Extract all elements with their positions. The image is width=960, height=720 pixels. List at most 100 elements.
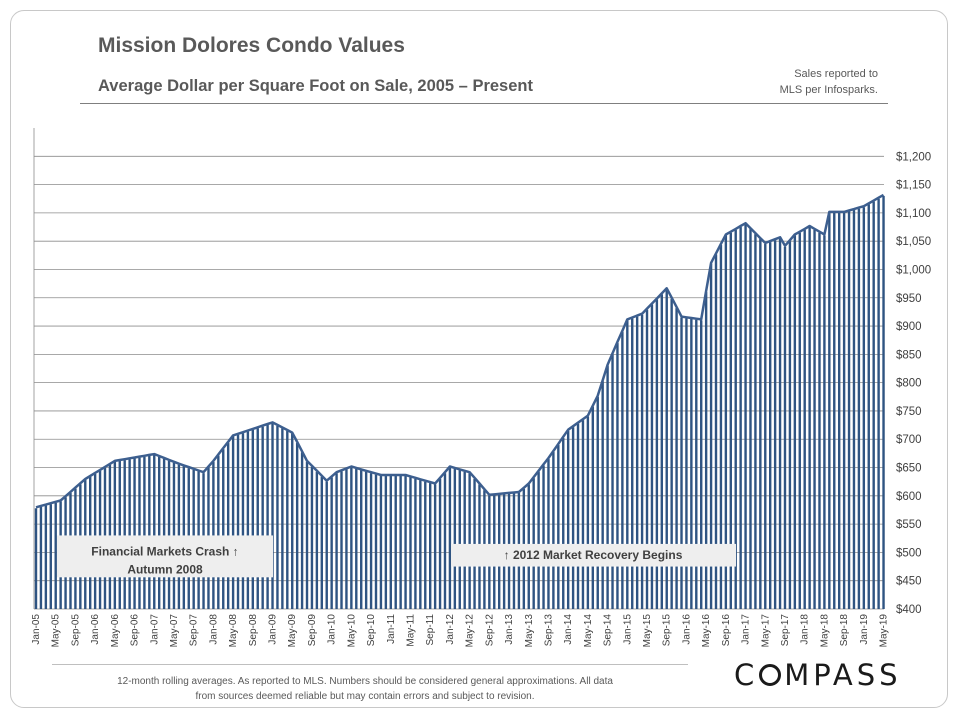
x-tick-label: May-11	[405, 614, 416, 647]
x-tick-label: May-10	[346, 614, 357, 648]
bar	[123, 460, 126, 609]
bar	[596, 396, 599, 609]
x-tick-label: Jan-17	[741, 614, 752, 645]
bar	[704, 292, 708, 609]
bar	[734, 229, 737, 609]
x-tick-label: Sep-12	[484, 614, 495, 647]
bar	[621, 331, 624, 609]
x-tick-label: May-15	[642, 614, 653, 648]
bar	[601, 381, 604, 609]
bar	[300, 452, 304, 609]
bar	[714, 254, 718, 610]
bar	[389, 476, 392, 609]
bar	[586, 416, 590, 609]
bar	[788, 241, 792, 610]
bar	[394, 476, 397, 609]
bar	[128, 459, 131, 609]
bar	[818, 232, 821, 609]
bar	[729, 232, 732, 609]
bar	[266, 425, 269, 609]
x-tick-label: Jan-09	[268, 614, 279, 645]
annotation-crash-box	[57, 535, 273, 578]
bar	[379, 476, 383, 609]
trend-line-layer	[35, 193, 885, 509]
x-tick-label: Jan-05	[31, 614, 42, 645]
bar	[837, 212, 841, 609]
bar	[769, 242, 772, 609]
bar	[246, 431, 250, 609]
source-note-line1: Sales reported to	[794, 68, 878, 80]
bar	[793, 235, 797, 610]
x-tick-label: May-16	[701, 614, 712, 648]
x-tick-label: Sep-17	[780, 614, 791, 647]
x-tick-label: May-14	[583, 614, 594, 648]
bar	[315, 471, 319, 609]
bar	[291, 433, 294, 609]
bar	[433, 484, 437, 609]
bar	[685, 318, 688, 609]
y-tick-label: $1,000	[896, 264, 931, 276]
bar	[709, 263, 713, 609]
bar	[419, 480, 422, 609]
bar	[576, 423, 580, 609]
bar	[857, 208, 861, 609]
bar	[355, 468, 358, 609]
bar	[611, 354, 614, 609]
x-tick-label: Sep-07	[189, 614, 200, 647]
bar	[251, 429, 255, 609]
y-tick-label: $1,100	[896, 208, 931, 220]
bar	[399, 476, 402, 609]
bar	[222, 449, 225, 609]
source-note-line2: MLS per Infosparks.	[779, 84, 878, 96]
y-tick-label: $1,050	[896, 236, 931, 248]
x-tick-label: May-07	[169, 614, 180, 648]
y-tick-label: $600	[896, 491, 922, 503]
bar	[635, 316, 639, 609]
bar	[828, 212, 831, 609]
bar	[764, 244, 767, 609]
bar	[44, 505, 48, 609]
bar	[532, 478, 535, 609]
bar	[404, 476, 407, 609]
x-tick-label: Jan-14	[563, 614, 574, 645]
y-tick-label: $1,150	[896, 180, 931, 192]
y-tick-label: $1,200	[896, 151, 931, 163]
bar	[226, 442, 230, 609]
annotation-recovery-text: ↑ 2012 Market Recovery Begins	[504, 548, 683, 562]
bar	[700, 320, 703, 609]
y-tick-label: $850	[896, 349, 922, 361]
bar	[566, 430, 570, 609]
x-tick-label: May-13	[524, 614, 535, 648]
footer-divider	[52, 664, 688, 665]
x-tick-label: Sep-13	[543, 614, 554, 647]
bar	[562, 437, 565, 609]
bar	[133, 458, 136, 609]
bar	[340, 471, 343, 609]
bar	[552, 451, 555, 609]
bar	[310, 466, 314, 609]
footnote: 12-month rolling averages. As reported t…	[30, 674, 700, 704]
bar	[438, 478, 442, 609]
bar	[803, 229, 806, 609]
x-tick-label: Jan-11	[386, 614, 397, 644]
bar	[670, 298, 673, 609]
bar	[54, 502, 57, 609]
bar	[305, 461, 309, 609]
bar	[148, 455, 151, 609]
y-tick-label: $750	[896, 406, 922, 418]
x-tick-label: May-12	[465, 614, 476, 648]
bar	[754, 234, 757, 609]
bar	[724, 235, 728, 610]
bar	[773, 240, 777, 609]
bar	[867, 204, 870, 610]
bar	[749, 229, 752, 609]
bar	[325, 481, 328, 609]
bar	[350, 467, 353, 609]
bar	[695, 319, 698, 609]
x-tick-label: May-18	[819, 614, 830, 648]
bar	[162, 458, 166, 609]
bar	[360, 470, 363, 609]
x-tick-label: Jan-06	[90, 614, 101, 645]
x-tick-label: Sep-06	[130, 614, 141, 647]
bar	[281, 428, 284, 609]
